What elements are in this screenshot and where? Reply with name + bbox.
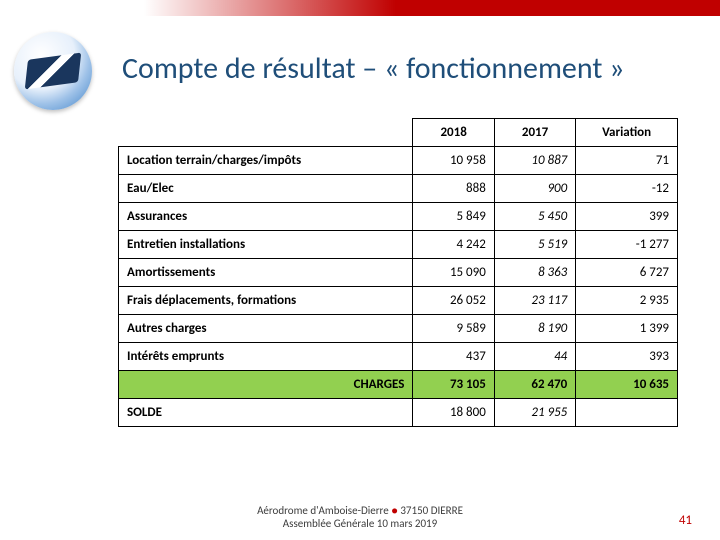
financial-table: 2018 2017 Variation Location terrain/cha… [118,118,678,427]
row-v3: 399 [576,203,678,231]
table-row: Autres charges9 5898 1901 399 [119,315,678,343]
solde-label: SOLDE [119,399,413,427]
row-label: Intérêts emprunts [119,343,413,371]
charges-v1: 73 105 [413,371,494,399]
footer-line2: Assemblée Générale 10 mars 2019 [283,517,437,530]
solde-v1: 18 800 [413,399,494,427]
row-v1: 437 [413,343,494,371]
table-row: Eau/Elec888900-12 [119,175,678,203]
row-v2: 5 519 [494,231,575,259]
footer-line1a: Aérodrome d'Amboise-Dierre [257,504,391,517]
row-v2: 23 117 [494,287,575,315]
table-row: Location terrain/charges/impôts10 95810 … [119,147,678,175]
row-v3: -12 [576,175,678,203]
page-number: 41 [679,513,692,528]
charges-v3: 10 635 [576,371,678,399]
table-row: Frais déplacements, formations26 05223 1… [119,287,678,315]
table-row: Intérêts emprunts43744393 [119,343,678,371]
row-label: Assurances [119,203,413,231]
row-label: Location terrain/charges/impôts [119,147,413,175]
row-label: Frais déplacements, formations [119,287,413,315]
table-row: Assurances5 8495 450399 [119,203,678,231]
header-empty [119,119,413,147]
row-label: Entretien installations [119,231,413,259]
row-v1: 15 090 [413,259,494,287]
row-v1: 26 052 [413,287,494,315]
table-row: Amortissements15 0908 3636 727 [119,259,678,287]
charges-row: CHARGES73 10562 47010 635 [119,371,678,399]
row-v2: 8 190 [494,315,575,343]
charges-v2: 62 470 [494,371,575,399]
row-v2: 10 887 [494,147,575,175]
row-v2: 900 [494,175,575,203]
row-v3: 2 935 [576,287,678,315]
row-v3: 6 727 [576,259,678,287]
row-v1: 9 589 [413,315,494,343]
header-2018: 2018 [413,119,494,147]
row-v3: 71 [576,147,678,175]
row-v1: 5 849 [413,203,494,231]
row-v3: 393 [576,343,678,371]
top-accent-bar [0,0,720,16]
club-logo [14,32,92,110]
solde-row: SOLDE18 80021 955 [119,399,678,427]
header-variation: Variation [576,119,678,147]
row-v3: -1 277 [576,231,678,259]
row-v1: 4 242 [413,231,494,259]
bullet-icon: ● [391,504,398,517]
solde-v3 [576,399,678,427]
charges-label: CHARGES [119,371,413,399]
header-2017: 2017 [494,119,575,147]
footer: Aérodrome d'Amboise-Dierre ● 37150 DIERR… [0,504,720,530]
footer-line1b: 37150 DIERRE [398,504,463,517]
row-v3: 1 399 [576,315,678,343]
row-v1: 888 [413,175,494,203]
logo-glyph [25,53,82,90]
row-v1: 10 958 [413,147,494,175]
row-v2: 8 363 [494,259,575,287]
row-label: Amortissements [119,259,413,287]
row-v2: 5 450 [494,203,575,231]
row-label: Eau/Elec [119,175,413,203]
solde-v2: 21 955 [494,399,575,427]
row-label: Autres charges [119,315,413,343]
table-header-row: 2018 2017 Variation [119,119,678,147]
row-v2: 44 [494,343,575,371]
table-row: Entretien installations4 2425 519-1 277 [119,231,678,259]
slide-title: Compte de résultat – « fonctionnement » [122,50,625,87]
